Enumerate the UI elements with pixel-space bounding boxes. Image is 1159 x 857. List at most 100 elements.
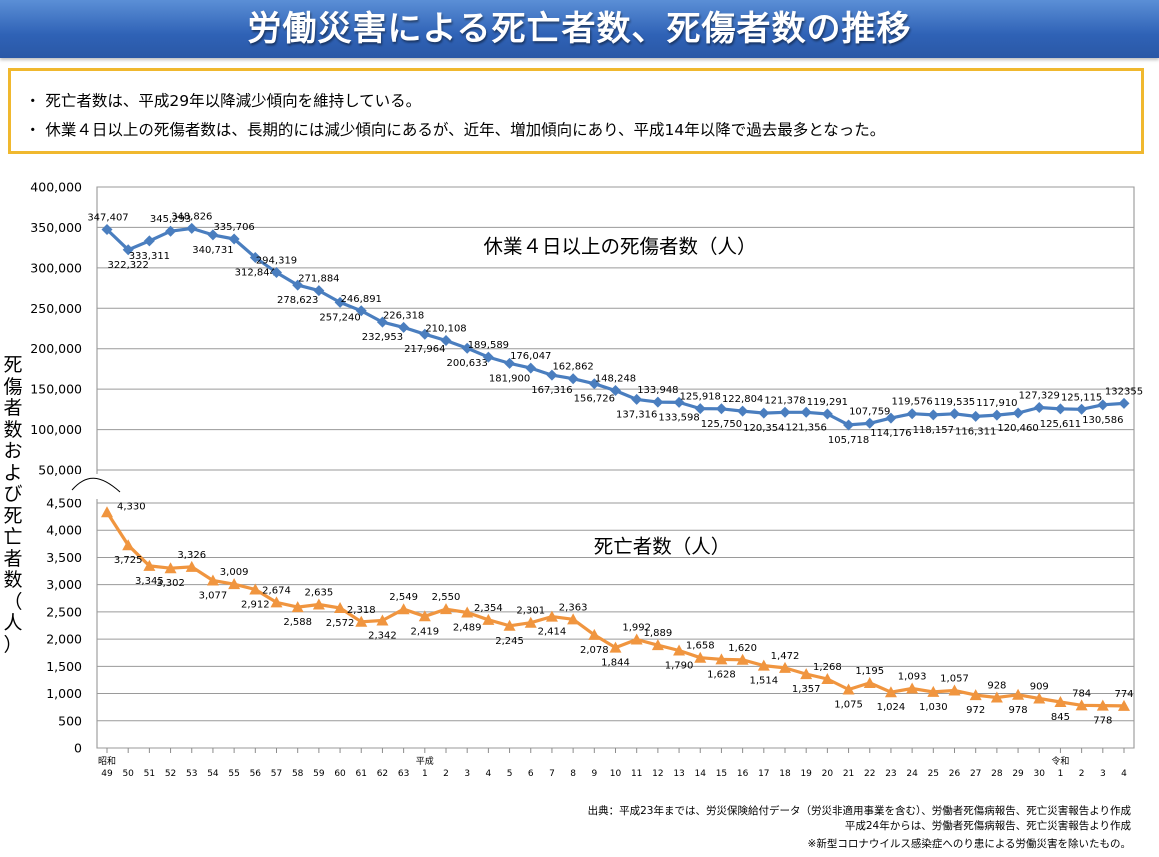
x-tick-label: 17 — [758, 769, 769, 779]
injured-data-label: 340,731 — [192, 245, 233, 256]
injured-point — [355, 305, 367, 317]
injured-data-label: 181,900 — [489, 373, 530, 384]
x-tick-label: 63 — [398, 769, 409, 779]
x-tick-label: 54 — [207, 769, 219, 779]
injured-data-label: 125,115 — [1061, 392, 1102, 403]
injured-data-label: 117,910 — [976, 398, 1017, 409]
deaths-point — [863, 676, 876, 688]
injured-point — [843, 419, 855, 431]
deaths-data-label: 1,790 — [665, 661, 694, 672]
x-tick-label: 25 — [928, 769, 939, 779]
injured-data-label: 347,407 — [87, 213, 128, 224]
deaths-data-label: 4,330 — [117, 501, 146, 512]
era-label: 平成 — [416, 755, 434, 767]
injured-data-label: 333,311 — [129, 251, 170, 262]
deaths-point — [715, 653, 728, 665]
x-tick-label: 12 — [652, 769, 663, 779]
deaths-data-label: 2,342 — [368, 630, 397, 641]
x-tick-label: 9 — [591, 769, 597, 779]
upper-y-tick-label: 50,000 — [38, 463, 82, 478]
deaths-point — [461, 606, 474, 618]
upper-y-tick-label: 200,000 — [30, 341, 82, 356]
injured-data-label: 176,047 — [510, 351, 551, 362]
deaths-data-label: 1,075 — [834, 699, 863, 710]
x-tick-label: 55 — [228, 769, 239, 779]
y-axis-label-char: 人 — [3, 612, 23, 634]
injured-data-label: 125,918 — [680, 392, 721, 403]
deaths-data-label: 1,620 — [728, 643, 757, 654]
injured-point — [525, 362, 537, 374]
injured-point — [271, 266, 282, 278]
title-banner — [0, 0, 1159, 58]
upper-y-tick-label: 400,000 — [30, 180, 82, 195]
deaths-data-label: 2,318 — [347, 605, 376, 616]
y-axis-label-char: び — [3, 483, 23, 505]
injured-data-label: 107,759 — [849, 406, 890, 417]
era-label: 昭和 — [98, 756, 116, 767]
x-tick-label: 57 — [271, 769, 282, 779]
injured-point — [101, 224, 113, 236]
y-axis-label-char: 死 — [3, 354, 23, 376]
deaths-point — [1096, 699, 1109, 711]
injured-data-label: 114,176 — [870, 428, 911, 439]
deaths-point — [630, 633, 643, 645]
covid-note: ※新型コロナウイルス感染症へのり患による労働災害を除いたもの。 — [807, 838, 1131, 850]
y-axis-label-char: 者 — [3, 397, 23, 419]
injured-data-label: 335,706 — [213, 222, 254, 233]
deaths-point — [249, 583, 262, 595]
x-tick-label: 1 — [422, 769, 428, 779]
injured-point — [885, 412, 897, 424]
deaths-data-label: 2,354 — [474, 603, 503, 614]
x-tick-label: 4 — [1121, 769, 1127, 779]
injured-data-label: 278,623 — [277, 295, 318, 306]
deaths-data-label: 2,549 — [389, 592, 418, 603]
x-tick-label: 28 — [991, 769, 1003, 779]
lower-y-tick-label: 1,000 — [46, 686, 82, 701]
x-tick-label: 6 — [528, 769, 534, 779]
upper-y-tick-label: 100,000 — [30, 422, 82, 437]
y-axis-label-char: ） — [3, 633, 23, 656]
deaths-data-label: 972 — [966, 705, 985, 716]
x-tick-label: 58 — [292, 769, 304, 779]
lower-y-tick-label: 4,000 — [46, 523, 82, 538]
injured-data-label: 133,598 — [658, 412, 699, 423]
x-tick-label: 59 — [313, 769, 325, 779]
y-axis-label-char: （ — [3, 590, 23, 613]
deaths-data-label: 1,844 — [601, 658, 630, 669]
x-tick-label: 5 — [507, 769, 513, 779]
y-axis-label-char: 数 — [3, 418, 23, 441]
injured-point — [1118, 397, 1130, 409]
injured-data-label: 226,318 — [383, 310, 424, 321]
deaths-data-label: 778 — [1093, 716, 1112, 727]
lower-y-tick-label: 4,500 — [46, 496, 82, 511]
y-axis-label-char: お — [3, 440, 23, 462]
deaths-point — [545, 610, 558, 622]
deaths-data-label: 2,572 — [326, 618, 355, 629]
x-tick-label: 27 — [970, 769, 981, 779]
injured-data-label: 119,576 — [891, 397, 932, 408]
injured-series-annotation: 休業４日以上の死傷者数（人） — [483, 235, 756, 258]
deaths-point — [482, 613, 495, 625]
deaths-point — [185, 560, 198, 572]
injured-point — [694, 403, 706, 415]
deaths-point — [1054, 695, 1067, 707]
deaths-point — [355, 615, 368, 627]
deaths-point — [588, 628, 601, 640]
x-tick-label: 18 — [779, 769, 791, 779]
injured-data-label: 322,322 — [108, 260, 149, 271]
deaths-point — [1033, 692, 1046, 704]
lower-y-tick-label: 1,500 — [46, 659, 82, 674]
injured-data-label: 137,316 — [616, 409, 657, 420]
injured-point — [567, 373, 579, 385]
source-note-2: 平成24年からは、労働者死傷病報告、死亡災害報告より作成 — [844, 820, 1131, 832]
era-label: 令和 — [1051, 755, 1069, 767]
deaths-point — [524, 616, 537, 628]
x-tick-label: 61 — [356, 769, 367, 779]
injured-point — [334, 296, 346, 308]
x-tick-label: 29 — [1012, 769, 1024, 779]
deaths-point — [821, 672, 834, 684]
deaths-data-label: 2,588 — [283, 617, 312, 628]
x-tick-label: 23 — [885, 769, 896, 779]
injured-point — [991, 409, 1003, 421]
x-tick-label: 62 — [377, 769, 388, 779]
